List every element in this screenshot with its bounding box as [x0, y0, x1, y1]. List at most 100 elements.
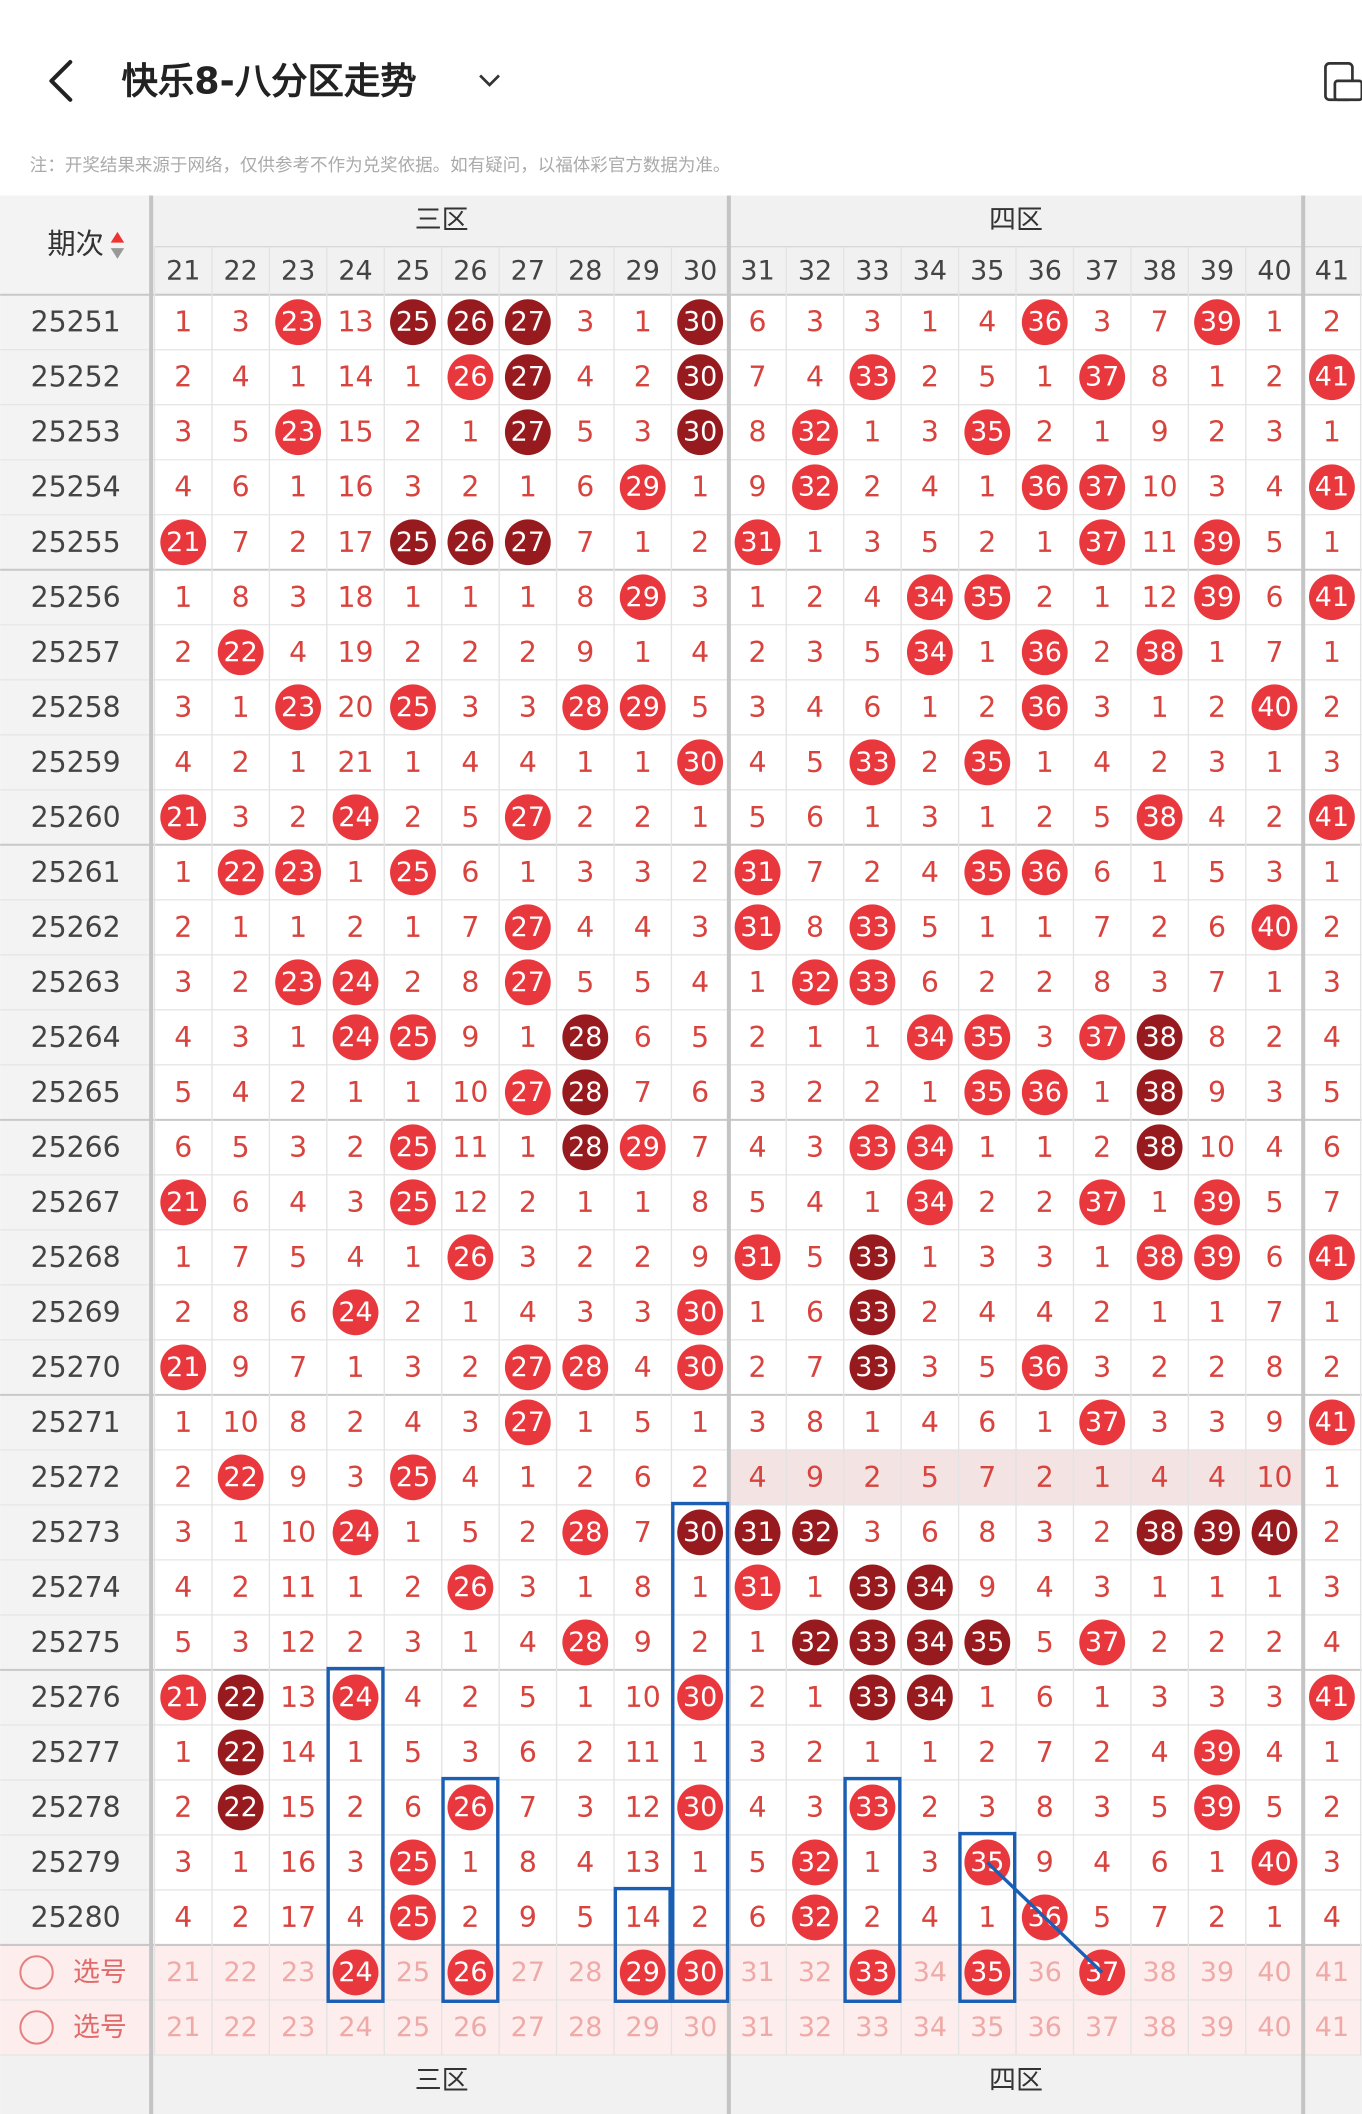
miss-count: 6: [1151, 1846, 1169, 1879]
ball-dark: [217, 1729, 264, 1776]
ball-dark: [677, 1509, 724, 1556]
pick-number-selected[interactable]: 26: [453, 1957, 487, 1988]
miss-count: 2: [347, 911, 365, 944]
ball-number: 27: [511, 527, 545, 558]
pick-number-selected[interactable]: 24: [338, 1957, 372, 1988]
miss-count: 2: [1265, 1021, 1283, 1054]
pick-number[interactable]: 40: [1257, 1957, 1291, 1988]
pick-number[interactable]: 24: [338, 2012, 372, 2043]
miss-count: 15: [280, 1791, 316, 1824]
miss-count: 7: [1093, 911, 1111, 944]
pick-number[interactable]: 29: [626, 2012, 660, 2043]
miss-count: 3: [519, 1571, 537, 1604]
column-header: 28: [568, 255, 602, 286]
miss-count: 2: [978, 966, 996, 999]
ball-dark: [217, 1674, 264, 1721]
miss-count: 7: [691, 1131, 709, 1164]
pick-number[interactable]: 31: [740, 2012, 774, 2043]
miss-count: 4: [519, 1296, 537, 1329]
miss-count: 2: [232, 746, 250, 779]
pick-number[interactable]: 33: [855, 2012, 889, 2043]
ball-number: 24: [338, 1517, 372, 1548]
ball: [1194, 1784, 1240, 1831]
pick-number[interactable]: 23: [281, 2012, 315, 2043]
miss-count: 2: [749, 1021, 767, 1054]
pick-number[interactable]: 28: [568, 2012, 602, 2043]
ball: [1136, 794, 1183, 841]
miss-count: 3: [749, 691, 767, 724]
ball-number: 27: [511, 1352, 545, 1383]
annotation-line: [986, 1861, 1104, 1974]
pick-number[interactable]: 31: [740, 1957, 774, 1988]
issue-number: 25251: [31, 306, 121, 339]
pick-number-selected[interactable]: 29: [626, 1957, 660, 1988]
ball: [504, 1399, 551, 1446]
pick-number[interactable]: 21: [166, 1957, 200, 1988]
pick-number[interactable]: 27: [511, 1957, 545, 1988]
pick-number[interactable]: 25: [396, 2012, 430, 2043]
pick-number[interactable]: 39: [1200, 1957, 1234, 1988]
ball-number: 34: [913, 1682, 947, 1713]
pick-number[interactable]: 23: [281, 1957, 315, 1988]
column-header: 30: [683, 255, 717, 286]
ball: [390, 849, 436, 896]
pick-number[interactable]: 39: [1200, 2012, 1234, 2043]
miss-count: 4: [1265, 471, 1283, 504]
miss-count: 2: [1323, 306, 1341, 339]
title-dropdown[interactable]: [479, 74, 500, 87]
pick-number[interactable]: 27: [511, 2012, 545, 2043]
ball: [332, 1014, 379, 1061]
pick-number[interactable]: 38: [1142, 1957, 1176, 1988]
miss-count: 10: [1199, 1131, 1235, 1164]
issue-number: 25255: [31, 526, 121, 559]
pick-number[interactable]: 32: [798, 2012, 832, 2043]
pick-number[interactable]: 22: [224, 2012, 258, 2043]
ball-number: 26: [453, 527, 487, 558]
ball: [1194, 1234, 1240, 1281]
pick-number[interactable]: 22: [224, 1957, 258, 1988]
pick-number[interactable]: 40: [1257, 2012, 1291, 2043]
miss-count: 3: [289, 1131, 307, 1164]
pick-number[interactable]: 34: [913, 1957, 947, 1988]
ball-number: 41: [1315, 1682, 1349, 1713]
pick-number[interactable]: 21: [166, 2012, 200, 2043]
pick-number[interactable]: 28: [568, 1957, 602, 1988]
pick-number[interactable]: 30: [683, 2012, 717, 2043]
issue-number: 25254: [31, 471, 121, 504]
miss-count: 4: [691, 636, 709, 669]
back-button[interactable]: [49, 59, 73, 102]
miss-count: 2: [289, 1076, 307, 1109]
miss-count: 1: [1323, 526, 1341, 559]
pick-number[interactable]: 35: [970, 2012, 1004, 2043]
ball-number: 41: [1315, 1407, 1349, 1438]
issue-number: 25278: [31, 1791, 121, 1824]
pick-number[interactable]: 26: [453, 2012, 487, 2043]
pick-number[interactable]: 25: [396, 1957, 430, 1988]
pick-number[interactable]: 32: [798, 1957, 832, 1988]
pick-number[interactable]: 34: [913, 2012, 947, 2043]
miss-count: 2: [576, 801, 594, 834]
pick-number[interactable]: 41: [1315, 1957, 1349, 1988]
miss-count: 5: [1323, 1076, 1341, 1109]
ball-number: 32: [798, 1517, 832, 1548]
pick-number[interactable]: 36: [1028, 2012, 1062, 2043]
pick-number-selected[interactable]: 33: [855, 1957, 889, 1988]
miss-count: 1: [634, 526, 652, 559]
miss-count: 1: [1265, 306, 1283, 339]
zone-header: 三区: [415, 204, 469, 235]
miss-count: 2: [1151, 1351, 1169, 1384]
miss-count: 2: [978, 526, 996, 559]
miss-count: 2: [749, 1351, 767, 1384]
pick-number-selected[interactable]: 35: [970, 1957, 1004, 1988]
pick-number[interactable]: 37: [1085, 2012, 1119, 2043]
ball-number: 27: [511, 1077, 545, 1108]
annotation-box: [326, 1666, 385, 2003]
ball: [677, 739, 724, 786]
pick-number[interactable]: 38: [1142, 2012, 1176, 2043]
pick-number-selected[interactable]: 30: [683, 1957, 717, 1988]
ball: [734, 519, 781, 566]
miss-count: 5: [461, 801, 479, 834]
pick-number[interactable]: 41: [1315, 2012, 1349, 2043]
miss-count: 2: [691, 1901, 709, 1934]
pick-number[interactable]: 36: [1028, 1957, 1062, 1988]
